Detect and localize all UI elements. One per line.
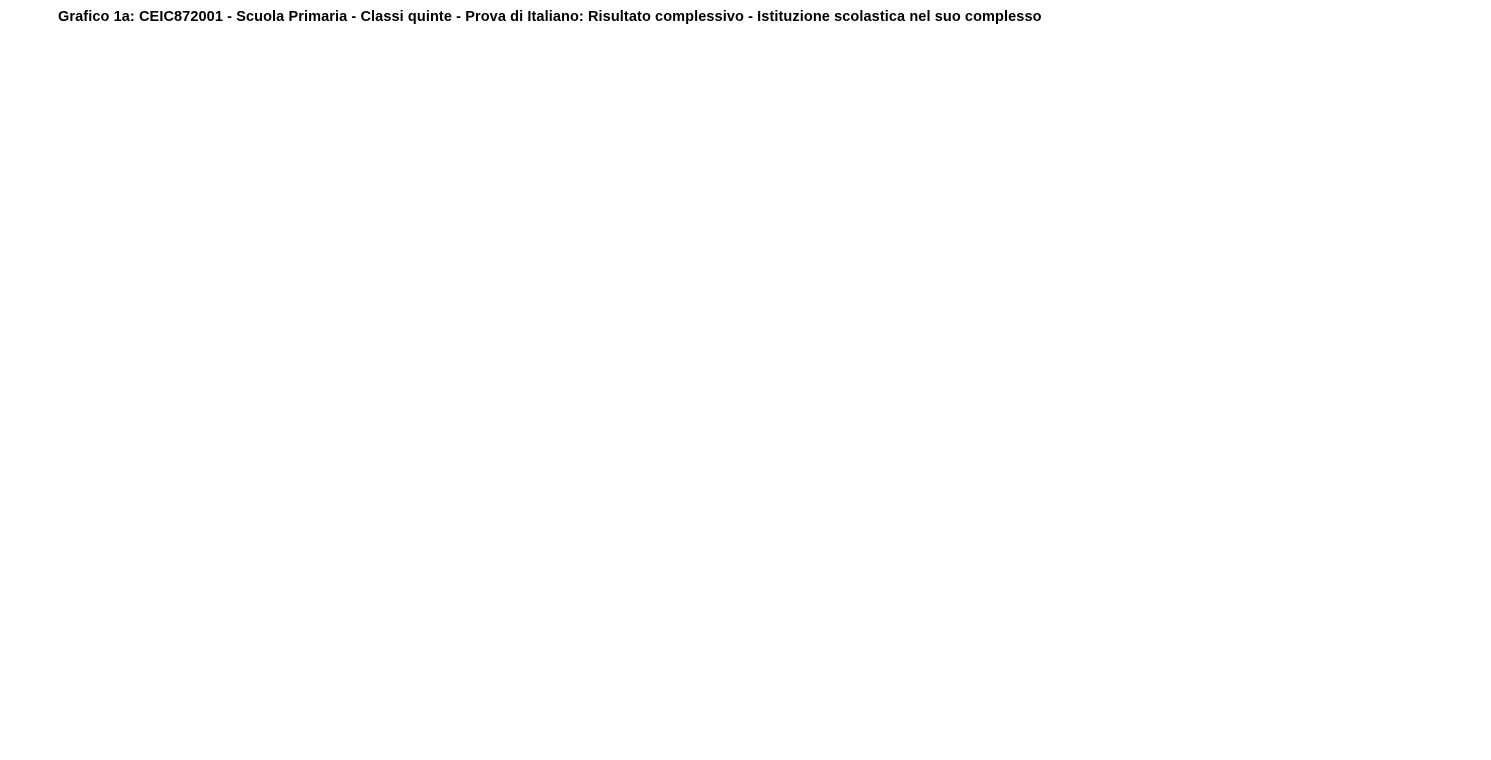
chart-title: Grafico 1a: CEIC872001 - Scuola Primaria… xyxy=(58,9,1042,25)
